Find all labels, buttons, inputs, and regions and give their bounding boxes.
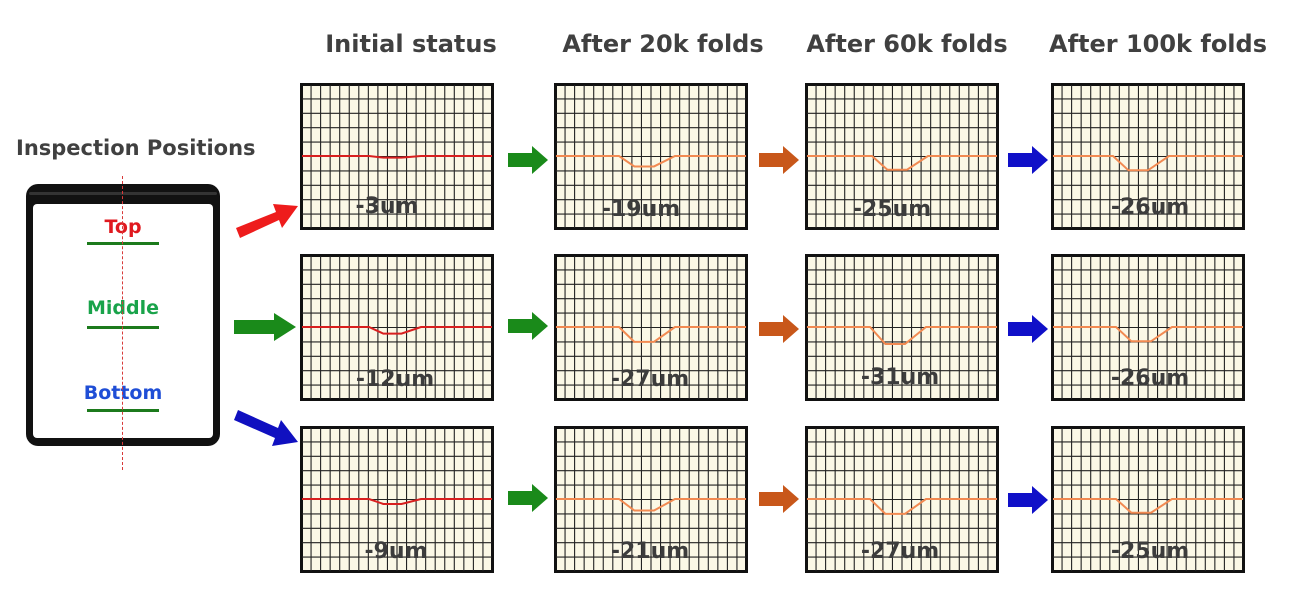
profile-line	[556, 498, 746, 512]
profile-line	[302, 155, 492, 159]
value-middle-60k: -31um	[860, 365, 940, 390]
profile-grid	[300, 83, 494, 230]
profile-grid	[1051, 254, 1245, 401]
arrow-60k-row-top	[759, 146, 799, 174]
panel-bottom-20k	[554, 426, 748, 573]
profile-grid	[554, 254, 748, 401]
profile-grid	[805, 254, 999, 401]
panel-top-20k	[554, 83, 748, 230]
value-top-100k: -26um	[1110, 195, 1190, 220]
profile-grid	[554, 83, 748, 230]
value-bottom-100k: -25um	[1110, 539, 1190, 564]
profile-line	[302, 326, 492, 335]
arrow-20k-row-middle	[508, 312, 548, 340]
value-bottom-60k: -27um	[860, 539, 940, 564]
value-top-initial: -3um	[355, 194, 419, 219]
fold-axis-dashed-line	[122, 176, 123, 470]
profile-line	[556, 155, 746, 168]
panel-middle-initial	[300, 254, 494, 401]
arrow-100k-row-bottom	[1008, 486, 1048, 514]
profile-grid	[554, 426, 748, 573]
panel-middle-20k	[554, 254, 748, 401]
panel-middle-60k	[805, 254, 999, 401]
profile-grid	[1051, 83, 1245, 230]
profile-line	[302, 498, 492, 505]
profile-line	[556, 326, 746, 343]
profile-grid	[805, 426, 999, 573]
profile-line	[807, 326, 997, 346]
grid-lines	[556, 85, 746, 228]
profile-line	[1053, 326, 1243, 343]
panel-bottom-100k	[1051, 426, 1245, 573]
arrow-to-bottom-row	[234, 410, 298, 446]
panel-bottom-60k	[805, 426, 999, 573]
profile-line	[807, 155, 997, 171]
panel-top-60k	[805, 83, 999, 230]
value-middle-20k: -27um	[610, 367, 690, 392]
value-top-60k: -25um	[852, 197, 932, 222]
position-line-top	[87, 242, 159, 245]
panel-top-initial	[300, 83, 494, 230]
arrow-20k-row-bottom	[508, 484, 548, 512]
arrow-to-middle-row	[234, 313, 296, 341]
panel-top-100k	[1051, 83, 1245, 230]
profile-grid	[805, 83, 999, 230]
arrow-100k-row-middle	[1008, 315, 1048, 343]
position-label-middle: Middle	[86, 297, 160, 319]
position-line-middle	[87, 326, 159, 329]
column-title-100k: After 100k folds	[1049, 30, 1267, 58]
column-title-60k: After 60k folds	[806, 30, 1008, 58]
phone-illustration: Top Middle Bottom	[26, 184, 220, 446]
position-label-top: Top	[104, 216, 142, 238]
phone-hinge	[29, 192, 217, 195]
value-middle-100k: -26um	[1110, 366, 1190, 391]
panel-bottom-initial	[300, 426, 494, 573]
position-label-bottom: Bottom	[83, 382, 163, 404]
value-bottom-initial: -9um	[364, 539, 428, 564]
phone-screen: Top Middle Bottom	[33, 204, 213, 438]
value-top-20k: -19um	[601, 197, 681, 222]
profile-line	[807, 498, 997, 515]
arrow-100k-row-top	[1008, 146, 1048, 174]
profile-line	[1053, 155, 1243, 172]
position-line-bottom	[87, 409, 159, 412]
value-middle-initial: -12um	[355, 367, 435, 392]
panel-middle-100k	[1051, 254, 1245, 401]
column-title-initial: Initial status	[325, 30, 497, 58]
inspection-positions-title: Inspection Positions	[16, 136, 256, 160]
profile-grid	[1051, 426, 1245, 573]
grid-lines	[1053, 85, 1243, 228]
arrow-20k-row-top	[508, 146, 548, 174]
value-bottom-20k: -21um	[610, 539, 690, 564]
arrow-60k-row-middle	[759, 315, 799, 343]
profile-grid	[300, 426, 494, 573]
arrow-to-top-row	[236, 204, 298, 238]
arrow-60k-row-bottom	[759, 485, 799, 513]
profile-line	[1053, 498, 1243, 514]
column-title-20k: After 20k folds	[562, 30, 764, 58]
profile-grid	[300, 254, 494, 401]
